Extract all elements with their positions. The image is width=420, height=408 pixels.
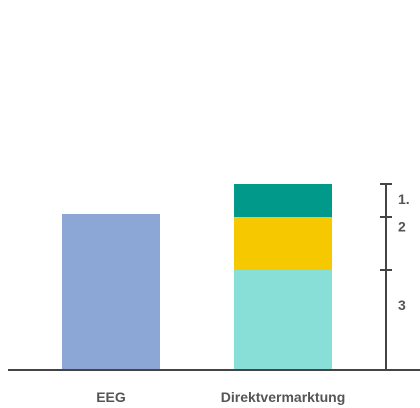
bar-eeg-segment-4 [62,214,160,370]
category-labels: EEG Direktvermarktung [96,389,345,405]
category-label-eeg: EEG [96,389,126,405]
bar-direktvermarktung-segment-1 [234,270,332,370]
bracket-label-2: 2 [398,219,406,235]
bracket-label-1: 1. [398,191,410,207]
bar-direktvermarktung-segment-2 [234,217,332,270]
bars [62,184,332,370]
category-label-direktvermarktung: Direktvermarktung [221,389,346,405]
bracket-label-3: 3 [398,297,406,313]
segment-bracket: 1.23 [380,183,410,370]
bar-direktvermarktung-segment-3 [234,184,332,217]
